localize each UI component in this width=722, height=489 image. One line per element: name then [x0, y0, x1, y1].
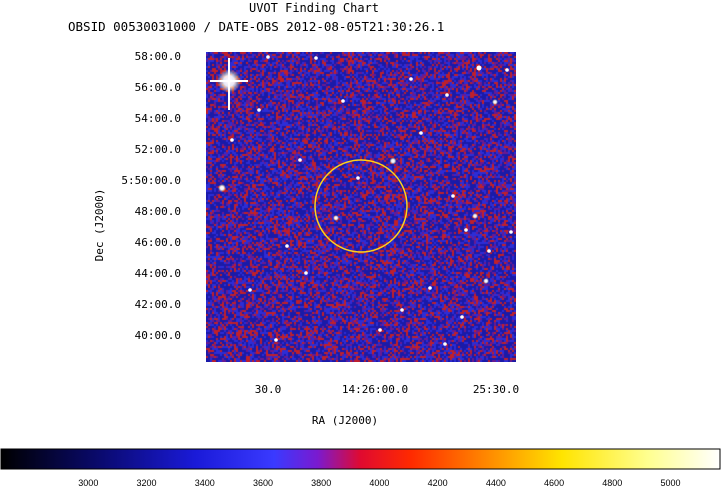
- x-tick-labels: 30.0 14:26:00.0 25:30.0: [255, 383, 519, 396]
- colorbar-tick-label: 3600: [253, 478, 273, 488]
- faint-star: [409, 77, 413, 81]
- y-tick-label: 54:00.0: [135, 112, 181, 125]
- star: [476, 65, 482, 71]
- colorbar-tick-label: 3400: [195, 478, 215, 488]
- faint-star: [460, 315, 464, 319]
- source-region-circle: [314, 159, 408, 253]
- colorbar-tick-label: 4200: [428, 478, 448, 488]
- x-tick-label: 14:26:00.0: [342, 383, 408, 396]
- x-axis-label: RA (J2000): [312, 414, 378, 427]
- faint-star: [274, 338, 278, 342]
- colorbar-tick-label: 3200: [137, 478, 157, 488]
- y-axis-label: Dec (J2000): [93, 189, 106, 262]
- y-tick-label: 58:00.0: [135, 50, 181, 63]
- faint-star: [266, 55, 270, 59]
- star: [483, 278, 489, 284]
- y-tick-labels: 58:00.0 56:00.0 54:00.0 52:00.0 5:50:00.0 48:…: [121, 50, 181, 342]
- colorbar-tick-label: 3800: [311, 478, 331, 488]
- star: [333, 215, 339, 221]
- star: [472, 213, 478, 219]
- y-tick-label: 42:00.0: [135, 298, 181, 311]
- faint-star: [443, 342, 447, 346]
- faint-star: [445, 93, 449, 97]
- faint-star: [257, 108, 261, 112]
- colorbar: [0, 448, 721, 470]
- faint-star: [314, 56, 318, 60]
- colorbar-tick-label: 4800: [602, 478, 622, 488]
- colorbar-tick-label: 5000: [660, 478, 680, 488]
- y-tick-label: 48:00.0: [135, 205, 181, 218]
- colorbar-tick-label: 4000: [369, 478, 389, 488]
- x-tick-label: 30.0: [255, 383, 282, 396]
- colorbar-tick-label: 4600: [544, 478, 564, 488]
- faint-star: [356, 176, 360, 180]
- faint-star: [298, 158, 302, 162]
- y-tick-label: 56:00.0: [135, 81, 181, 94]
- faint-star: [341, 99, 345, 103]
- y-tick-label: 5:50:00.0: [121, 174, 181, 187]
- star-field: [210, 55, 513, 346]
- y-tick-label: 44:00.0: [135, 267, 181, 280]
- faint-star: [304, 271, 308, 275]
- y-tick-label: 52:00.0: [135, 143, 181, 156]
- sky-image-canvas: [206, 52, 516, 362]
- faint-star: [230, 138, 234, 142]
- star: [492, 99, 498, 105]
- faint-star: [419, 131, 423, 135]
- chart-title: UVOT Finding Chart: [249, 1, 379, 15]
- star: [389, 157, 397, 165]
- faint-star: [487, 249, 491, 253]
- faint-star: [451, 194, 455, 198]
- faint-star: [400, 308, 404, 312]
- faint-star: [428, 286, 432, 290]
- y-tick-label: 46:00.0: [135, 236, 181, 249]
- faint-star: [464, 228, 468, 232]
- y-tick-label: 40:00.0: [135, 329, 181, 342]
- colorbar-tick-labels: 3000 3200 3400 3600 3800 4000 4200 4400 4600 4800…: [78, 478, 680, 488]
- faint-star: [505, 68, 509, 72]
- star: [218, 184, 226, 192]
- faint-star: [509, 230, 513, 234]
- colorbar-tick-label: 3000: [78, 478, 98, 488]
- colorbar-tick-label: 4400: [486, 478, 506, 488]
- x-tick-label: 25:30.0: [473, 383, 519, 396]
- chart-subtitle: OBSID 00530031000 / DATE-OBS 2012-08-05T…: [68, 19, 444, 34]
- faint-star: [248, 288, 252, 292]
- faint-star: [285, 244, 289, 248]
- faint-star: [378, 328, 382, 332]
